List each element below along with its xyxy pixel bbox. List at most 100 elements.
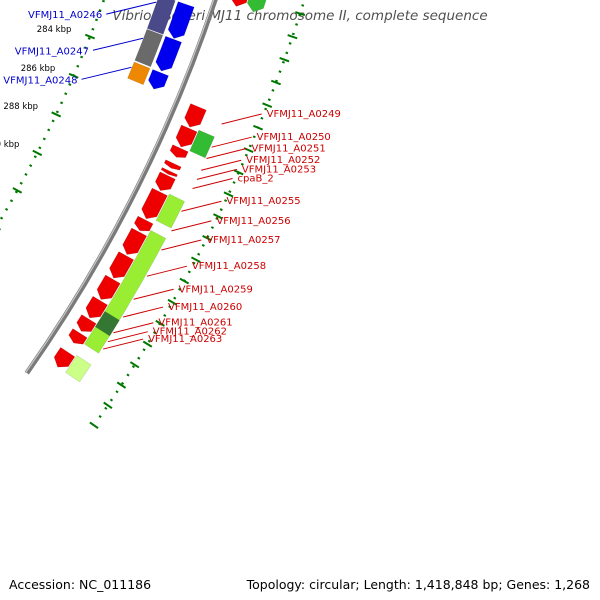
gene-arrow[interactable]: [155, 171, 176, 191]
gene-arrow[interactable]: [169, 144, 189, 158]
accession-text: Accession: NC_011186: [9, 577, 152, 592]
gene-arrow[interactable]: [155, 35, 182, 72]
gene-label[interactable]: VFMJ11_A0261: [158, 318, 232, 329]
outer-tick-mark: [223, 191, 234, 198]
gene-arrow[interactable]: [134, 28, 164, 68]
outer-tick-mark: [167, 298, 178, 306]
label-leader: [122, 306, 164, 318]
gene-arrow[interactable]: [160, 167, 178, 178]
gene-arrow[interactable]: [163, 159, 182, 171]
outer-tick-mark: [270, 79, 281, 86]
backbone-highlight: [24, 0, 215, 374]
label-leader: [201, 159, 242, 171]
outer-tick-mark: [155, 319, 165, 327]
outer-tick-mark: [295, 11, 306, 17]
tick-mark: [32, 149, 43, 157]
gene-arrow[interactable]: [189, 129, 215, 159]
gene-label[interactable]: VFMJ11_A0262: [153, 327, 227, 338]
label-leader: [106, 1, 157, 15]
label-leader: [107, 331, 148, 343]
gene-arrow[interactable]: [65, 355, 92, 383]
gene-label[interactable]: VFMJ11_A0258: [192, 261, 266, 272]
gene-label[interactable]: VFMJ11_A0257: [206, 235, 280, 246]
gene-label[interactable]: VFMJ11_A0248: [3, 75, 77, 86]
gene-label[interactable]: VFMJ11_A0263: [148, 334, 222, 345]
gene-label[interactable]: cpaB_2: [238, 174, 274, 185]
gene-arrow[interactable]: [122, 227, 148, 255]
gene-arrow[interactable]: [94, 310, 120, 337]
gene-label[interactable]: VFMJ11_A0247: [15, 46, 89, 57]
label-leader: [196, 168, 238, 180]
outer-tick-mark: [279, 57, 290, 63]
label-leader: [161, 239, 202, 251]
tick-label: 284 kbp: [37, 25, 72, 35]
outer-tick-mark: [213, 213, 223, 220]
label-leader: [133, 288, 174, 300]
tick-label: 290 kbp: [0, 140, 19, 150]
topology-text: Topology: circular; Length: 1,418,848 bp…: [246, 577, 590, 592]
gene-label[interactable]: VFMJ11_A0251: [252, 144, 326, 155]
gene-arrow[interactable]: [76, 314, 97, 332]
outer-tick-mark: [233, 169, 244, 176]
gene-arrow[interactable]: [133, 215, 154, 232]
gene-arrow[interactable]: [109, 251, 135, 279]
tick-mark: [84, 33, 95, 40]
label-leader: [211, 136, 252, 148]
outer-tick-mark: [129, 361, 140, 369]
gene-arrow[interactable]: [246, 0, 270, 13]
label-leader: [206, 148, 247, 160]
label-leader: [113, 322, 154, 334]
gene-track: [53, 0, 270, 383]
backbone: [24, 0, 218, 375]
outer-tick-mark: [262, 102, 273, 108]
label-leader: [81, 66, 132, 80]
outer-tick-mark: [116, 381, 127, 389]
label-leader: [92, 37, 144, 51]
tick-label: 288 kbp: [3, 102, 38, 112]
gene-arrow[interactable]: [184, 103, 207, 128]
gene-label[interactable]: VFMJ11_A0252: [246, 155, 320, 166]
gene-label[interactable]: VFMJ11_A0260: [168, 302, 242, 313]
outer-tick-mark: [89, 421, 99, 430]
gene-label[interactable]: VFMJ11_A0256: [216, 216, 290, 227]
tick-label: 286 kbp: [21, 64, 56, 74]
gene-label[interactable]: VFMJ11_A0255: [226, 196, 300, 207]
gene-arrow[interactable]: [175, 124, 198, 148]
gene-arrow[interactable]: [85, 295, 108, 319]
outer-tick-mark: [190, 256, 201, 263]
gene-label[interactable]: VFMJ11_A0259: [179, 284, 253, 295]
gene-arrow[interactable]: [230, 0, 253, 7]
outer-tick-mark: [253, 124, 264, 131]
backbone-line: [24, 0, 218, 375]
gene-labels: VFMJ11_A0246 VFMJ11_A0247 VFMJ11_A0248 VFMJ…: [3, 1, 341, 350]
gene-label[interactable]: VFMJ11_A0250: [257, 132, 331, 143]
gene-arrow[interactable]: [127, 61, 151, 86]
outer-dotted-circle: [95, 0, 306, 423]
outer-tick-mark: [202, 234, 212, 242]
gene-arrow[interactable]: [96, 274, 121, 300]
gene-label[interactable]: VFMJ11_A0249: [267, 109, 341, 120]
gene-arrow[interactable]: [53, 346, 76, 368]
gene-arrow[interactable]: [141, 187, 168, 220]
gene-label[interactable]: VFMJ11_A0246: [28, 10, 102, 21]
label-leader: [171, 220, 212, 232]
gene-arrow[interactable]: [167, 1, 195, 39]
tick-mark: [68, 72, 79, 79]
outer-tick-mark: [142, 340, 153, 348]
gene-arrow[interactable]: [148, 69, 169, 90]
tick-mark: [12, 187, 23, 194]
gene-label[interactable]: VFMJ11_A0253: [242, 164, 316, 175]
label-leader: [146, 265, 188, 277]
label-leader: [181, 200, 222, 212]
gene-arrow[interactable]: [155, 193, 185, 229]
gene-arrow[interactable]: [68, 328, 88, 345]
outer-tick-mark: [287, 34, 298, 40]
tick-mark: [51, 111, 62, 118]
gene-arrow[interactable]: [146, 0, 176, 35]
outer-tick-mark: [179, 277, 190, 285]
label-leader: [192, 178, 233, 190]
outer-tick-mark: [103, 401, 113, 409]
label-leader: [221, 113, 262, 125]
